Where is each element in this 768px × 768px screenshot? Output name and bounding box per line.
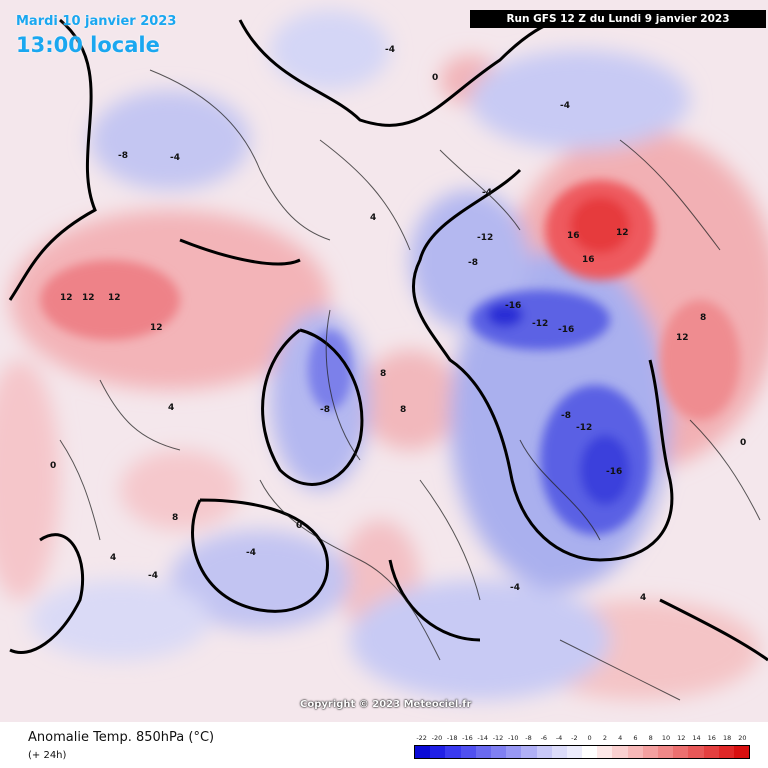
scale-tick-label: -6 (540, 734, 548, 742)
coastlines (59, 69, 761, 701)
color-scale-bar (414, 745, 750, 759)
contour-label: 4 (168, 403, 174, 413)
scale-tick-label: 8 (648, 734, 653, 742)
color-scale-labels: -22 -20 -18 -16 -14 -12 -10 -8 -6 -4 -2 0 2 4 6 8 10 12 14… (414, 734, 750, 744)
scale-swatch (658, 746, 674, 758)
scale-tick-label: -8 (525, 734, 532, 742)
contour-label: 8 (700, 313, 706, 323)
scale-tick-label: 10 (661, 734, 671, 742)
contour-label: -8 (118, 151, 128, 161)
scale-tick-label: -14 (477, 734, 489, 742)
contour-label: 12 (616, 228, 629, 238)
scale-swatch (642, 746, 658, 758)
scale-tick-label: 14 (692, 734, 701, 742)
scale-swatch (475, 746, 491, 758)
scale-swatch (597, 746, 613, 758)
forecast-date: Mardi 10 janvier 2023 (16, 14, 177, 29)
contour-label: 12 (60, 293, 73, 303)
contour-label: 16 (582, 255, 595, 265)
contour-labels: -8 -4 -4 -4 -4 -8 -12 -16 -12 -16 -12 -1… (50, 45, 746, 603)
forecast-local-time: 13:00 locale (16, 33, 160, 57)
scale-swatch (703, 746, 719, 758)
contour-label: -8 (320, 405, 330, 415)
scale-tick-label: -22 (416, 734, 427, 742)
scale-swatch (733, 746, 750, 758)
contour-label: -12 (576, 423, 592, 433)
scale-swatch (612, 746, 628, 758)
contour-label: -4 (510, 583, 520, 593)
scale-tick-label: -2 (571, 734, 578, 742)
scale-tick-label: 4 (618, 734, 623, 742)
contour-label: 4 (110, 553, 116, 563)
contour-label: 0 (740, 438, 746, 448)
contour-label: 8 (172, 513, 178, 523)
contour-label: -12 (477, 233, 493, 243)
contour-label: -4 (482, 188, 492, 198)
contour-label: -16 (558, 325, 574, 335)
scale-swatch (536, 746, 552, 758)
scale-swatch (506, 746, 522, 758)
scale-tick-label: 0 (587, 734, 592, 742)
contour-label: -8 (468, 258, 478, 268)
contour-label: 4 (640, 593, 646, 603)
scale-swatch (490, 746, 507, 758)
scale-tick-label: -18 (446, 734, 458, 742)
contour-label: -4 (246, 548, 256, 558)
contour-label: 12 (82, 293, 95, 303)
scale-swatch (582, 746, 598, 758)
contour-label: -8 (561, 411, 571, 421)
contour-label: 8 (380, 369, 386, 379)
scale-swatch (430, 746, 446, 758)
contour-label: 0 (296, 521, 302, 531)
contour-label: 0 (50, 461, 56, 471)
contour-label: -16 (505, 301, 521, 311)
scale-tick-label: -12 (492, 734, 504, 742)
contour-label: 12 (150, 323, 163, 333)
contour-label: 16 (567, 231, 580, 241)
legend-subtitle: (+ 24h) (28, 750, 67, 761)
scale-tick-label: 18 (722, 734, 732, 742)
contour-label: -4 (560, 101, 570, 111)
scale-swatch (566, 746, 583, 758)
scale-swatch (551, 746, 567, 758)
scale-swatch (415, 746, 431, 758)
scale-tick-label: 12 (677, 734, 686, 742)
anomaly-map: -8 -4 -4 -4 -4 -8 -12 -16 -12 -16 -12 -1… (0, 0, 768, 722)
scale-tick-label: 20 (738, 734, 747, 742)
contour-label: -16 (606, 467, 622, 477)
contour-label: -4 (170, 153, 180, 163)
scale-swatch (460, 746, 476, 758)
scale-tick-label: -20 (431, 734, 443, 742)
anomaly-core-layer (40, 180, 740, 535)
contour-label: -4 (385, 45, 395, 55)
scale-tick-label: -4 (555, 734, 563, 742)
scale-swatch (688, 746, 704, 758)
map-canvas: -8 -4 -4 -4 -4 -8 -12 -16 -12 -16 -12 -1… (0, 10, 768, 701)
scale-tick-label: 6 (633, 734, 638, 742)
scale-swatch (445, 746, 461, 758)
scale-swatch (718, 746, 734, 758)
scale-tick-label: 16 (707, 734, 716, 742)
scale-tick-label: -10 (507, 734, 519, 742)
scale-tick-label: 2 (602, 734, 607, 742)
scale-swatch (521, 746, 537, 758)
contour-label: -12 (532, 319, 548, 329)
contour-label: 12 (676, 333, 689, 343)
legend-title: Anomalie Temp. 850hPa (°C) (28, 730, 215, 745)
scale-swatch (673, 746, 689, 758)
contour-label: 4 (370, 213, 376, 223)
run-info-banner: Run GFS 12 Z du Lundi 9 janvier 2023 (470, 10, 766, 28)
contour-label: 12 (108, 293, 121, 303)
zero-contours (8, 18, 768, 662)
scale-swatch (627, 746, 643, 758)
scale-tick-label: -16 (462, 734, 473, 742)
contour-label: -4 (148, 571, 158, 581)
contour-label: 0 (432, 73, 438, 83)
copyright-text: Copyright © 2023 Meteociel.fr (300, 699, 472, 710)
contour-label: 8 (400, 405, 406, 415)
